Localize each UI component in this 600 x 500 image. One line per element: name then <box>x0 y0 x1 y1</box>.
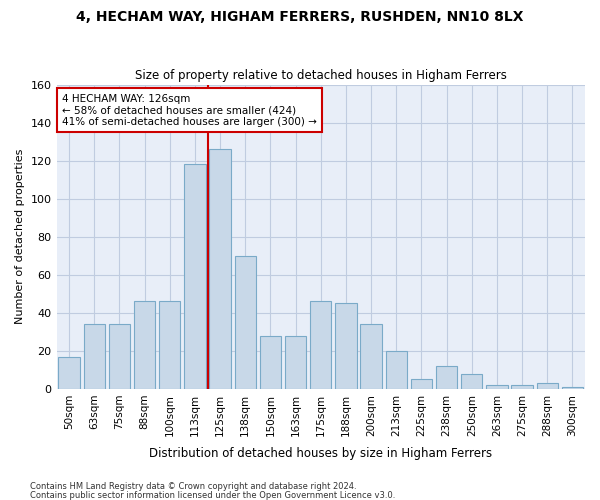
Bar <box>562 387 583 389</box>
Bar <box>310 302 331 389</box>
Bar <box>235 256 256 389</box>
Text: Contains HM Land Registry data © Crown copyright and database right 2024.: Contains HM Land Registry data © Crown c… <box>30 482 356 491</box>
Bar <box>536 383 558 389</box>
Text: 4, HECHAM WAY, HIGHAM FERRERS, RUSHDEN, NN10 8LX: 4, HECHAM WAY, HIGHAM FERRERS, RUSHDEN, … <box>76 10 524 24</box>
Bar <box>411 380 432 389</box>
Bar <box>109 324 130 389</box>
Bar <box>461 374 482 389</box>
Text: Contains public sector information licensed under the Open Government Licence v3: Contains public sector information licen… <box>30 490 395 500</box>
Bar <box>159 302 181 389</box>
Bar <box>436 366 457 389</box>
Text: 4 HECHAM WAY: 126sqm
← 58% of detached houses are smaller (424)
41% of semi-deta: 4 HECHAM WAY: 126sqm ← 58% of detached h… <box>62 94 317 127</box>
Y-axis label: Number of detached properties: Number of detached properties <box>15 149 25 324</box>
Bar <box>511 385 533 389</box>
Bar <box>58 356 80 389</box>
Bar <box>209 149 231 389</box>
Bar <box>260 336 281 389</box>
Bar <box>83 324 105 389</box>
Bar <box>134 302 155 389</box>
Bar <box>361 324 382 389</box>
Bar <box>285 336 307 389</box>
Bar <box>335 304 356 389</box>
Bar <box>486 385 508 389</box>
X-axis label: Distribution of detached houses by size in Higham Ferrers: Distribution of detached houses by size … <box>149 447 493 460</box>
Title: Size of property relative to detached houses in Higham Ferrers: Size of property relative to detached ho… <box>135 69 507 82</box>
Bar <box>386 351 407 389</box>
Bar <box>184 164 206 389</box>
